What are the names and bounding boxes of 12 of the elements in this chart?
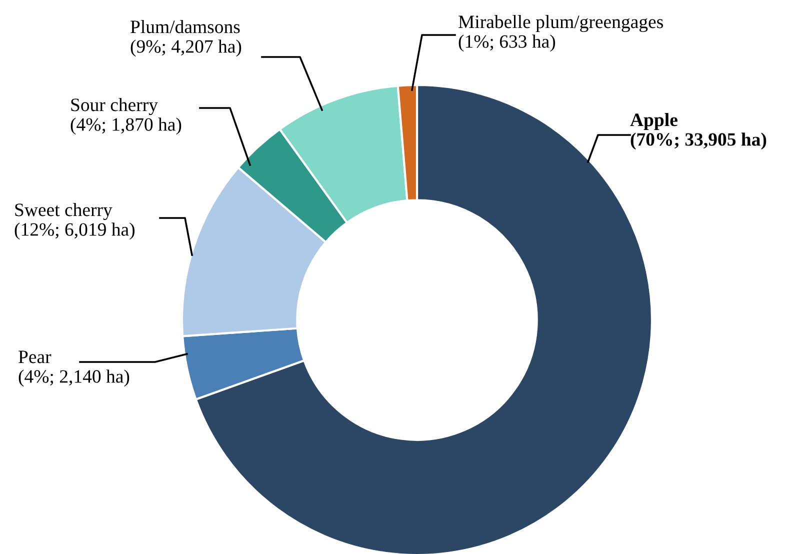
slice-label: Mirabelle plum/greengages: [458, 15, 663, 32]
slice-label: Plum/damsons: [130, 20, 240, 34]
data-label: (4%; 2,140 ha): [18, 370, 130, 387]
data-label: (9%; 4,207 ha): [130, 40, 242, 57]
slice-label: Pear: [18, 350, 52, 364]
data-label: (1%; 633 ha): [458, 34, 556, 52]
slice-label: Sour cherry: [71, 98, 158, 116]
slice-label: Sweet cherry: [15, 203, 112, 220]
data-label: (70%; 33,905 ha): [630, 132, 766, 150]
data-label: (4%; 1,870 ha): [70, 118, 182, 135]
data-label: (12%; 6,019 ha): [14, 222, 134, 240]
slice-label: Apple: [630, 113, 678, 130]
